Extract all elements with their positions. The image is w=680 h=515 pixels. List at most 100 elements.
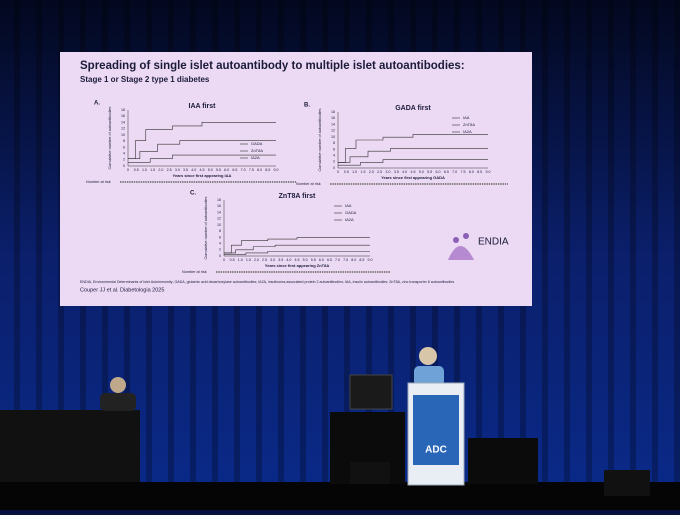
logo-text: ENDIA [478, 237, 509, 248]
panel-letter: B. [304, 103, 310, 109]
y-tick-label: 18 [331, 110, 335, 114]
x-tick-label: 1.0 [142, 168, 147, 172]
x-tick-label: 1.0 [352, 170, 357, 174]
y-tick-label: 6 [219, 235, 221, 239]
step-line [224, 251, 370, 255]
slide: Spreading of single islet autoantibody t… [80, 60, 509, 293]
y-tick-label: 0 [219, 254, 221, 258]
y-tick-label: 4 [123, 152, 125, 156]
x-tick-label: 9.0 [368, 258, 373, 262]
podium-banner [413, 395, 459, 465]
x-tick-label: 8.5 [359, 258, 364, 262]
x-tick-label: 0.5 [344, 170, 349, 174]
x-tick-label: 8.0 [469, 170, 474, 174]
risk-label: Number at risk [296, 182, 321, 186]
legend-label: IAA [463, 115, 470, 120]
x-tick-label: 0.5 [134, 168, 139, 172]
y-tick-label: 0 [333, 166, 335, 170]
speaker-body [414, 366, 444, 386]
legend-label: GADA [251, 141, 263, 146]
y-tick-label: 12 [331, 129, 335, 133]
y-tick-label: 10 [121, 133, 125, 137]
panel-letter: A. [94, 101, 100, 107]
x-tick-label: 6.0 [436, 170, 441, 174]
y-tick-label: 12 [121, 127, 125, 131]
x-tick-label: 8.0 [351, 258, 356, 262]
x-tick-label: 5.0 [419, 170, 424, 174]
logo: ENDIA [448, 233, 509, 260]
slide-title: Spreading of single islet autoantibody t… [80, 60, 465, 72]
x-tick-label: 0 [223, 258, 225, 262]
y-tick-label: 6 [333, 147, 335, 151]
y-tick-label: 10 [331, 135, 335, 139]
y-tick-label: 12 [217, 217, 221, 221]
y-tick-label: 14 [121, 120, 125, 124]
speaker [419, 347, 437, 365]
x-tick-label: 4.0 [286, 258, 291, 262]
x-tick-label: 6.0 [224, 168, 229, 172]
y-tick-label: 4 [333, 154, 335, 158]
y-tick-label: 6 [123, 145, 125, 149]
x-tick-label: 7.0 [452, 170, 457, 174]
x-tick-label: 5.5 [216, 168, 221, 172]
x-tick-label: 8.5 [265, 168, 270, 172]
x-tick-label: 4.0 [402, 170, 407, 174]
panel-title: GADA first [395, 105, 431, 112]
panel-title: IAA first [189, 103, 217, 110]
x-tick-label: 8.0 [257, 168, 262, 172]
x-tick-label: 3.5 [394, 170, 399, 174]
y-tick-label: 18 [217, 198, 221, 202]
y-tick-label: 0 [123, 164, 125, 168]
x-tick-label: 3.0 [270, 258, 275, 262]
x-tick-label: 7.0 [335, 258, 340, 262]
person [110, 377, 126, 393]
x-tick-label: 3.0 [386, 170, 391, 174]
legend-label: IA2A [251, 155, 260, 160]
x-tick-label: 7.0 [241, 168, 246, 172]
x-tick-label: 1.5 [361, 170, 366, 174]
x-tick-label: 5.5 [311, 258, 316, 262]
slide-subtitle: Stage 1 or Stage 2 type 1 diabetes [80, 75, 210, 84]
x-tick-label: 7.5 [461, 170, 466, 174]
x-tick-label: 1.0 [238, 258, 243, 262]
x-tick-label: 1.5 [246, 258, 251, 262]
x-tick-label: 4.0 [191, 168, 196, 172]
x-tick-label: 0.5 [230, 258, 235, 262]
citation: Couper JJ et al. Diabetologia 2025 [80, 287, 164, 293]
x-tick-label: 3.0 [175, 168, 180, 172]
risk-label: Number at risk [182, 270, 207, 274]
step-line [338, 148, 488, 163]
step-line [128, 154, 276, 163]
legend-label: IA2A [463, 129, 472, 134]
x-axis-label: Years since first appearing ZnT8A [265, 263, 330, 268]
y-tick-label: 16 [121, 114, 125, 118]
y-tick-label: 8 [123, 139, 125, 143]
y-tick-label: 2 [123, 158, 125, 162]
speaker-box [604, 470, 650, 496]
x-tick-label: 0 [337, 170, 339, 174]
x-tick-label: 5.5 [427, 170, 432, 174]
x-tick-label: 7.5 [343, 258, 348, 262]
x-tick-label: 6.5 [232, 168, 237, 172]
x-axis-label: Years since first appearing IAA [173, 173, 232, 178]
step-line [224, 237, 370, 254]
y-tick-label: 16 [331, 116, 335, 120]
x-tick-label: 5.0 [303, 258, 308, 262]
x-tick-label: 2.5 [167, 168, 172, 172]
x-tick-label: 7.5 [249, 168, 254, 172]
footnote: ENDIA, Environmental Determinants of Isl… [80, 280, 454, 284]
x-tick-label: 3.5 [278, 258, 283, 262]
legend-label: GADA [345, 210, 357, 215]
legend-label: ZnT8A [251, 148, 263, 153]
y-tick-label: 8 [333, 141, 335, 145]
y-axis-label: Cumulative number of autoantibodies [204, 196, 208, 259]
x-tick-label: 2.5 [377, 170, 382, 174]
panel-letter: C. [190, 191, 196, 197]
x-tick-label: 9.0 [274, 168, 279, 172]
monitor [349, 374, 393, 410]
x-tick-label: 6.5 [327, 258, 332, 262]
legend-label: ZnT8A [463, 122, 475, 127]
step-line [128, 122, 276, 160]
panel-title: ZnT8A first [279, 193, 316, 200]
